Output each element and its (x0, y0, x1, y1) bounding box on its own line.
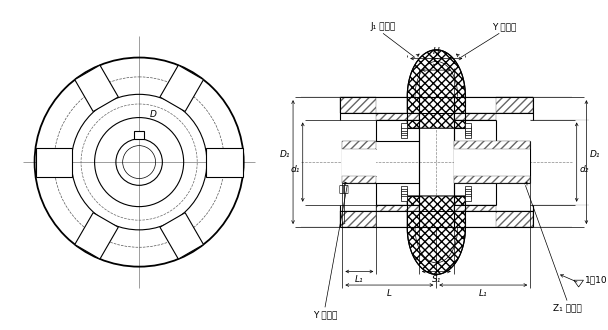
Polygon shape (160, 65, 204, 112)
Bar (401, 189, 407, 194)
Bar (342, 148, 376, 176)
Bar (465, 194, 471, 198)
Text: L: L (387, 289, 392, 298)
Text: 1：10: 1：10 (586, 276, 608, 285)
Polygon shape (407, 50, 465, 128)
Bar (342, 176, 376, 183)
Bar (401, 131, 407, 136)
Bar (339, 97, 376, 113)
Text: L₁: L₁ (355, 275, 364, 284)
Text: Y 型轴孔: Y 型轴孔 (313, 310, 337, 319)
Bar (465, 186, 471, 191)
Bar (465, 131, 471, 136)
Bar (342, 141, 376, 148)
Text: H: H (433, 47, 440, 56)
Polygon shape (206, 148, 243, 177)
Polygon shape (35, 148, 72, 177)
Text: J₁ 型轴孔: J₁ 型轴孔 (370, 22, 396, 31)
Text: D₁: D₁ (280, 150, 290, 159)
Bar (401, 191, 407, 196)
Bar (339, 212, 376, 227)
Text: L₁: L₁ (479, 289, 488, 298)
Bar (401, 194, 407, 198)
Text: S: S (434, 58, 439, 67)
Bar (454, 113, 496, 119)
Bar (401, 196, 407, 201)
Text: Y 型轴孔: Y 型轴孔 (492, 22, 516, 31)
Bar (401, 186, 407, 191)
Bar (465, 123, 471, 128)
Bar (454, 141, 530, 148)
Bar (454, 205, 496, 212)
Polygon shape (75, 213, 119, 259)
Polygon shape (407, 196, 465, 274)
Bar (134, 131, 145, 139)
Bar (454, 148, 530, 176)
Text: $D$: $D$ (149, 108, 157, 119)
Text: 标记: 标记 (339, 185, 350, 194)
Text: d₂: d₂ (579, 165, 589, 174)
Bar (401, 123, 407, 128)
Bar (401, 126, 407, 131)
Bar (465, 133, 471, 138)
Bar (454, 176, 530, 183)
Text: d₁: d₁ (291, 165, 300, 174)
Bar (376, 205, 419, 212)
Bar (465, 191, 471, 196)
Text: D₁: D₁ (589, 150, 599, 159)
Bar (465, 128, 471, 133)
Bar (465, 126, 471, 131)
Bar (465, 189, 471, 194)
Bar (465, 196, 471, 201)
Bar (376, 113, 419, 119)
Polygon shape (160, 213, 204, 259)
Bar (401, 128, 407, 133)
Text: Z₁ 型轴孔: Z₁ 型轴孔 (553, 303, 581, 313)
Bar (496, 212, 533, 227)
Text: S₁: S₁ (432, 275, 441, 284)
Bar (496, 97, 533, 113)
Polygon shape (75, 65, 119, 112)
Bar (401, 133, 407, 138)
